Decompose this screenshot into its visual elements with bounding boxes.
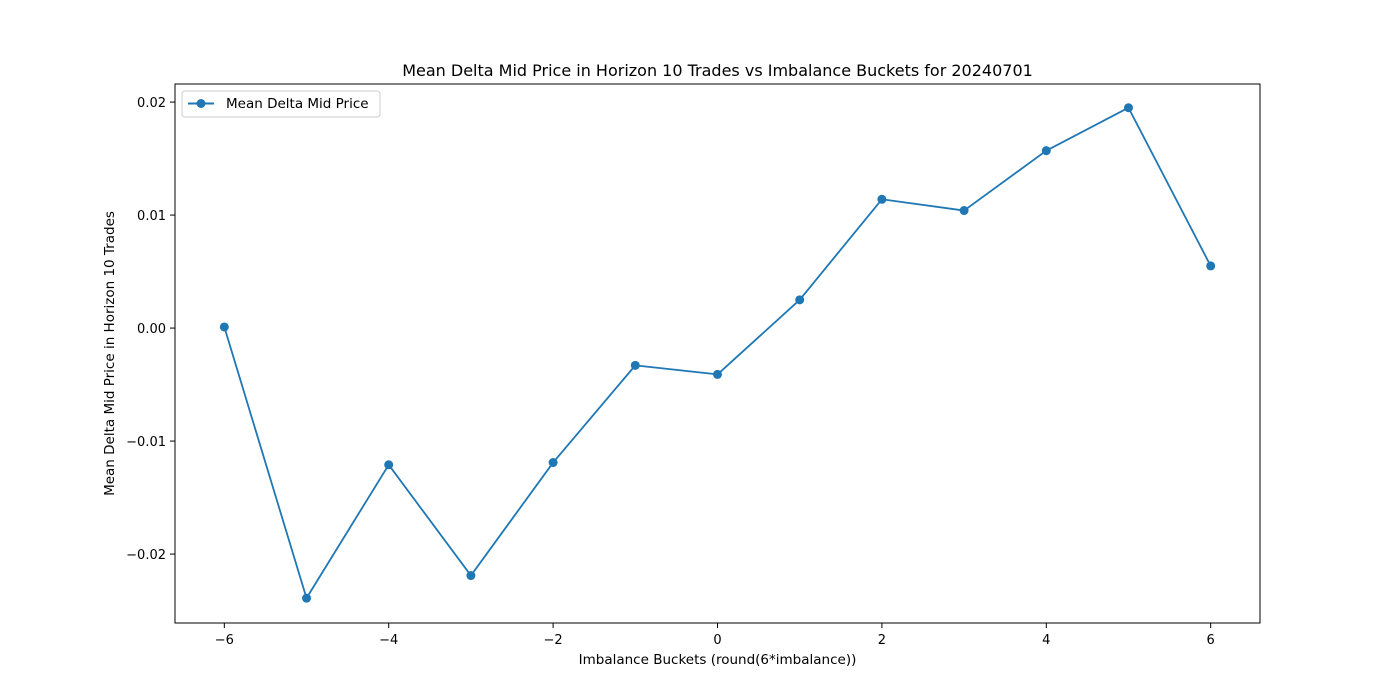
legend-label: Mean Delta Mid Price	[226, 96, 369, 112]
x-tick-label: −4	[379, 633, 398, 648]
data-point	[466, 571, 476, 581]
y-axis-label: Mean Delta Mid Price in Horizon 10 Trade…	[102, 211, 118, 496]
data-point	[713, 369, 722, 379]
y-tick-label: −0.01	[126, 435, 166, 450]
legend: Mean Delta Mid Price	[181, 90, 381, 118]
data-point	[1123, 103, 1133, 113]
y-tick-label: 0.02	[137, 96, 166, 111]
data-point	[548, 458, 558, 468]
legend-box	[181, 90, 381, 118]
data-point	[219, 322, 229, 332]
data-point	[1206, 261, 1216, 271]
x-tick-label: 0	[713, 633, 721, 648]
x-axis: −6 −4 −2 0 2 4 6	[215, 623, 1215, 648]
data-point	[959, 206, 969, 216]
x-axis-label: Imbalance Buckets (round(6*imbalance))	[579, 652, 857, 668]
chart-title: Mean Delta Mid Price in Horizon 10 Trade…	[402, 61, 1033, 80]
x-tick-label: 2	[878, 633, 886, 648]
y-tick-label: 0.01	[137, 209, 166, 224]
data-point	[795, 295, 805, 305]
x-tick-label: −6	[215, 633, 234, 648]
data-point	[384, 460, 394, 470]
data-point	[1041, 146, 1051, 156]
x-tick-label: −2	[544, 633, 563, 648]
legend-marker-swatch	[196, 99, 206, 108]
data-point	[302, 593, 312, 603]
data-point	[630, 360, 640, 370]
y-tick-label: −0.02	[126, 548, 166, 563]
data-point	[877, 194, 887, 204]
y-axis: −0.02 −0.01 0.00 0.01 0.02	[126, 96, 175, 563]
y-tick-label: 0.00	[137, 322, 166, 337]
x-tick-label: 6	[1207, 633, 1215, 648]
x-tick-label: 4	[1042, 633, 1050, 648]
plot-area	[219, 103, 1216, 603]
